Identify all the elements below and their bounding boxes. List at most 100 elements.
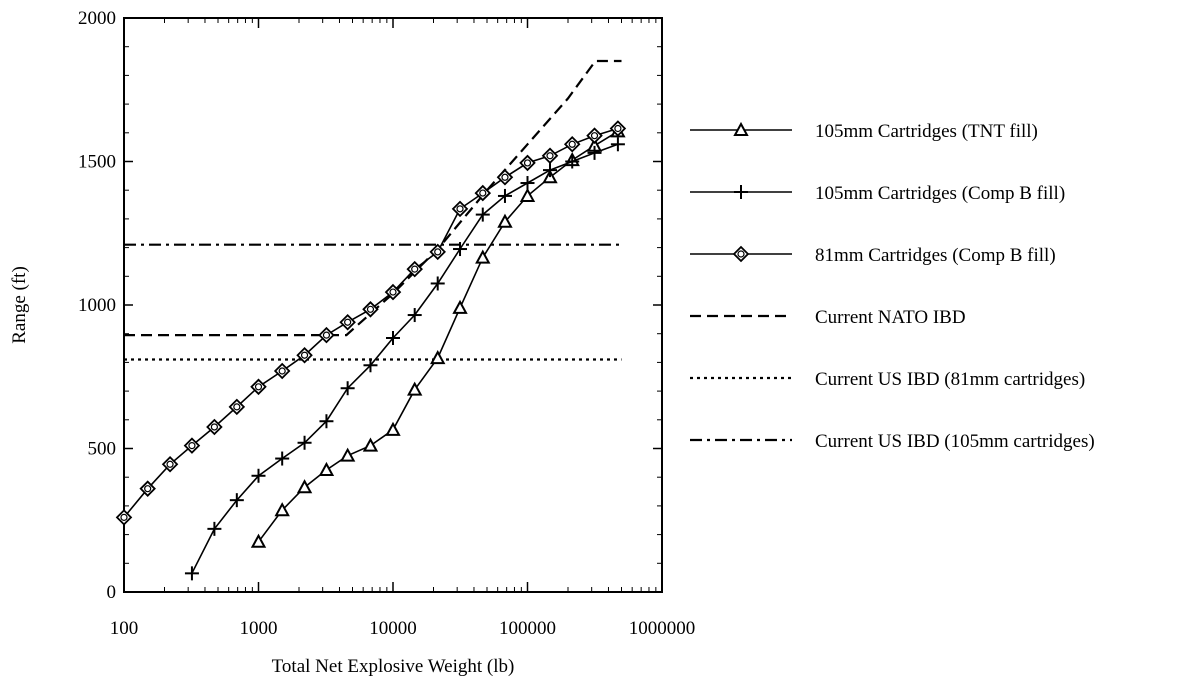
diamond-inner xyxy=(389,288,397,296)
data-point-triangle xyxy=(519,187,536,202)
legend-item: 105mm Cartridges (Comp B fill) xyxy=(690,183,1065,204)
diamond-inner xyxy=(210,423,218,431)
x-tick-label: 100 xyxy=(110,618,139,639)
data-point-triangle xyxy=(430,350,446,365)
data-point-plus xyxy=(587,145,602,160)
diamond-inner xyxy=(568,140,576,148)
data-point-diamond xyxy=(519,154,536,172)
data-point-plus xyxy=(453,242,468,257)
series-0 xyxy=(250,123,626,548)
diamond-inner xyxy=(456,205,464,213)
diamond-inner xyxy=(254,383,263,391)
diamond-outer xyxy=(563,136,581,153)
diamond-outer xyxy=(474,184,492,202)
legend-marker-triangle xyxy=(733,121,749,136)
diamond-inner xyxy=(366,305,375,313)
legend-item: Current NATO IBD xyxy=(690,307,966,328)
data-point-diamond xyxy=(541,147,559,165)
legend-marker-diamond xyxy=(732,245,750,263)
diamond-inner xyxy=(322,331,331,339)
diamond-outer xyxy=(406,260,423,278)
data-point-plus xyxy=(251,468,266,483)
legend-item: 81mm Cartridges (Comp B fill) xyxy=(690,245,1056,266)
legend: 105mm Cartridges (TNT fill) 105mm Cartrid… xyxy=(690,121,1095,452)
diamond-inner xyxy=(614,124,622,133)
data-point-plus xyxy=(430,276,445,291)
diamond-outer xyxy=(609,120,627,137)
diamond-inner xyxy=(278,367,286,375)
data-point-diamond xyxy=(429,243,446,261)
data-point-diamond xyxy=(609,120,627,137)
data-point-triangle xyxy=(385,421,401,436)
diamond-inner xyxy=(166,460,174,468)
series-layer xyxy=(115,59,627,581)
series-3 xyxy=(124,59,622,337)
data-point-diamond xyxy=(362,301,379,318)
diamond-inner xyxy=(188,442,196,450)
diamond-inner xyxy=(120,513,128,521)
data-point-plus xyxy=(275,451,290,466)
legend-label: Current NATO IBD xyxy=(815,307,966,328)
data-point-diamond xyxy=(115,509,133,526)
diamond-inner xyxy=(434,248,442,256)
legend-item: Current US IBD (105mm cartridges) xyxy=(690,431,1095,452)
x-tick-label: 100000 xyxy=(499,618,556,639)
diamond-outer xyxy=(384,283,402,301)
legend-label: Current US IBD (81mm cartridges) xyxy=(815,369,1085,390)
diamond-inner xyxy=(411,265,419,273)
diamond-outer xyxy=(541,147,559,165)
data-point-diamond xyxy=(474,184,492,202)
data-point-diamond xyxy=(339,313,356,331)
diamond-outer xyxy=(318,326,335,344)
data-point-diamond xyxy=(161,456,179,473)
data-point-diamond xyxy=(183,437,201,454)
diamond-inner xyxy=(144,485,152,493)
x-tick-label: 1000 xyxy=(240,618,278,639)
series-line xyxy=(191,143,619,574)
data-point-plus xyxy=(363,358,378,373)
data-point-diamond xyxy=(296,346,313,364)
series-line xyxy=(123,127,619,518)
plot-frame xyxy=(123,17,663,593)
diamond-outer xyxy=(139,480,156,497)
data-point-plus xyxy=(407,308,422,323)
y-tick-label: 1000 xyxy=(78,295,116,316)
x-tick-label: 10000 xyxy=(369,618,417,639)
series-2 xyxy=(115,120,627,526)
series-line xyxy=(257,130,619,543)
data-point-diamond xyxy=(273,362,291,380)
data-point-plus xyxy=(319,414,334,429)
diamond-inner xyxy=(523,159,532,167)
diamond-outer xyxy=(586,127,603,144)
diamond-outer xyxy=(250,378,267,396)
data-point-plus xyxy=(497,188,512,203)
diamond-outer xyxy=(161,456,179,473)
y-axis-title: Range (ft) xyxy=(9,266,30,344)
data-point-triangle xyxy=(296,479,313,494)
legend-label: 81mm Cartridges (Comp B fill) xyxy=(815,245,1056,266)
data-point-triangle xyxy=(475,249,491,264)
data-point-triangle xyxy=(497,213,513,228)
diamond-outer xyxy=(732,245,750,263)
data-point-plus xyxy=(340,381,355,396)
data-point-triangle xyxy=(407,381,423,396)
diamond-outer xyxy=(273,362,291,380)
data-point-diamond xyxy=(406,260,423,278)
data-point-plus xyxy=(229,493,244,508)
data-point-plus xyxy=(565,154,580,169)
data-point-plus xyxy=(475,207,490,222)
y-tick-label: 1500 xyxy=(78,152,116,173)
legend-marker-plus xyxy=(734,185,748,199)
data-point-plus xyxy=(610,137,625,152)
diamond-inner xyxy=(737,250,745,258)
data-point-plus xyxy=(184,566,199,581)
data-point-diamond xyxy=(563,136,581,153)
series-line xyxy=(124,59,622,337)
diamond-outer xyxy=(429,243,446,261)
data-point-triangle xyxy=(318,461,335,477)
legend-label: 105mm Cartridges (Comp B fill) xyxy=(815,183,1065,204)
data-point-plus xyxy=(207,521,222,536)
data-point-diamond xyxy=(250,378,267,396)
legend-label: Current US IBD (105mm cartridges) xyxy=(815,431,1095,452)
